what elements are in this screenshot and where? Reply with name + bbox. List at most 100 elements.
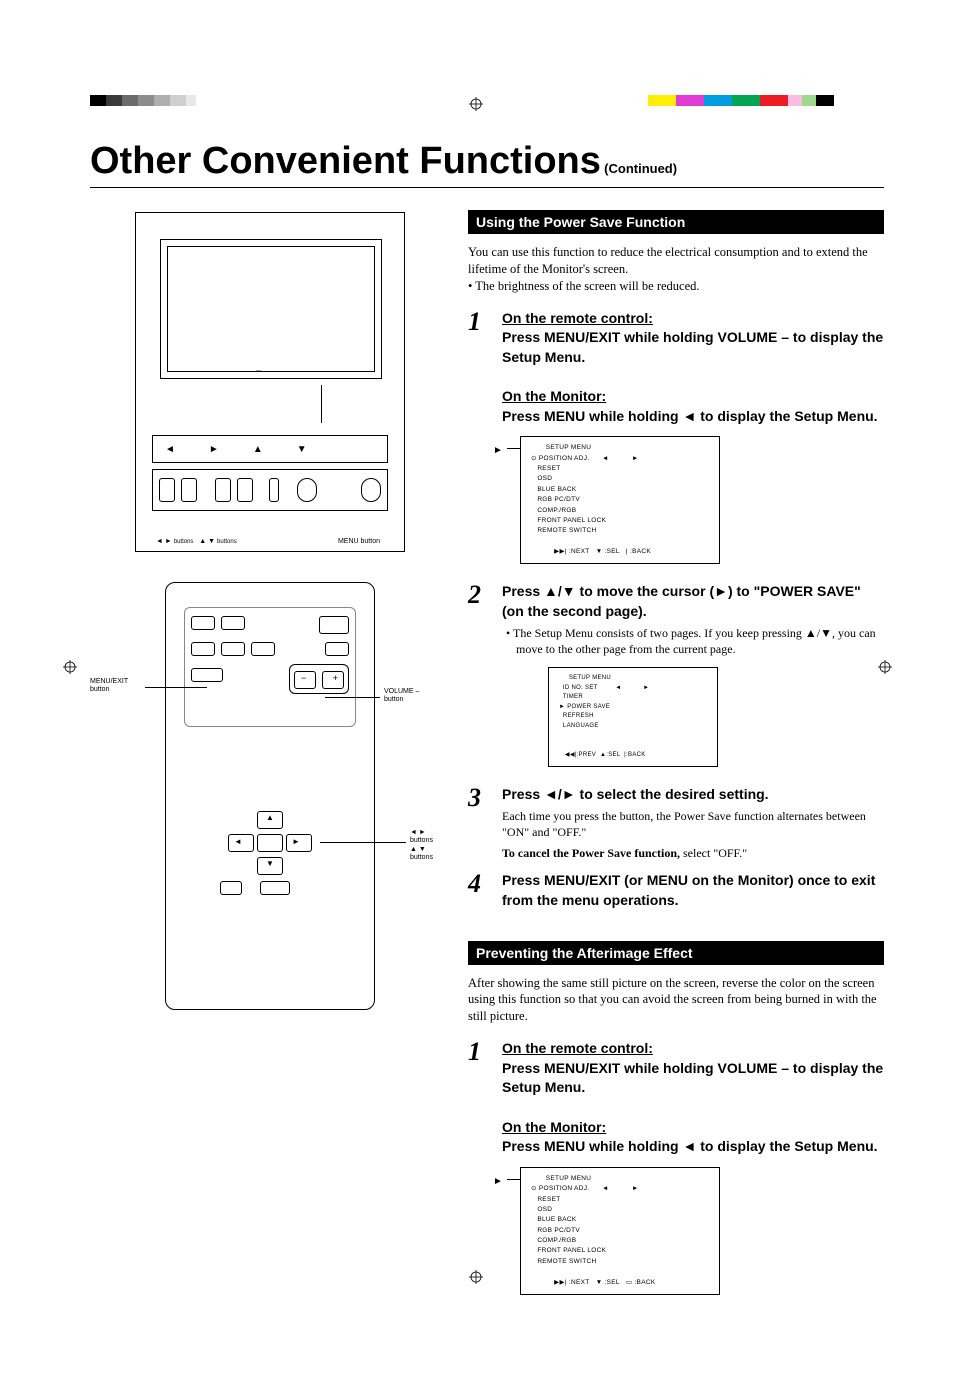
step-body: Press MENU/EXIT (or MENU on the Monitor)…	[502, 871, 884, 910]
registration-mark-icon	[878, 660, 892, 674]
osd-setup-menu-2: SETUP MENU ID NO. SET ◄ ► TIMER ► POWER …	[548, 667, 718, 767]
control-button	[215, 478, 231, 502]
remote-volume-rocker: − +	[289, 664, 349, 694]
volume-minus-label: VOLUME –button	[384, 688, 419, 705]
color-swatch	[154, 95, 170, 106]
control-button	[237, 478, 253, 502]
registration-mark-icon	[63, 660, 77, 674]
remote-button	[220, 881, 242, 895]
step-number: 1	[468, 309, 488, 427]
dpad-center	[257, 834, 283, 852]
control-button	[181, 478, 197, 502]
remote-button	[191, 642, 215, 656]
remote-button	[325, 642, 349, 656]
arrow-down-icon: ▼	[266, 859, 274, 868]
step-number: 3	[468, 785, 488, 861]
remote-button	[221, 642, 245, 656]
color-bar-right	[648, 95, 834, 106]
menu-exit-label: MENU/EXITbutton	[90, 678, 128, 695]
monitor-brand-label: —	[256, 368, 261, 374]
color-swatch	[106, 95, 122, 106]
monitor-label: On the Monitor:	[502, 388, 606, 404]
osd-text: SETUP MENU ID NO. SET ◄ ► TIMER ► POWER …	[559, 675, 649, 758]
step-number: 1	[468, 1039, 488, 1157]
step-body: On the remote control: Press MENU/EXIT w…	[502, 309, 884, 427]
color-swatch	[732, 95, 760, 106]
cancel-note: To cancel the Power Save function, selec…	[502, 846, 884, 861]
color-swatch	[90, 95, 106, 106]
osd-text: SETUP MENU ⊙ POSITION ADJ. ◄ ► RESET OSD…	[531, 444, 651, 555]
remote-figure: − + ▲ ▼ ◄	[165, 582, 375, 1010]
arrow-right-icon: ►	[493, 443, 503, 459]
color-swatch	[760, 95, 788, 106]
figure-caption-menu: MENU button	[338, 538, 380, 545]
remote-dpad: ▲ ▼ ◄ ►	[220, 793, 320, 893]
arrow-right-icon: ►	[493, 1174, 503, 1190]
page-root: Other Convenient Functions (Continued) —…	[0, 0, 954, 1373]
monitor-instruction: Press MENU while holding ◄ to display th…	[502, 1138, 878, 1154]
remote-instruction: Press MENU/EXIT while holding VOLUME – t…	[502, 1060, 883, 1096]
arrow-right-icon: ►	[292, 837, 300, 846]
step-body: Press ▲/▼ to move the cursor (►) to "POW…	[502, 582, 884, 657]
section-header-power-save: Using the Power Save Function	[468, 210, 884, 234]
step-head: On the remote control: Press MENU/EXIT w…	[502, 1039, 884, 1157]
color-swatch	[196, 95, 206, 106]
two-column-layout: — ◄ ► ▲ ▼	[90, 210, 884, 1313]
step-body: On the remote control: Press MENU/EXIT w…	[502, 1039, 884, 1157]
leader-line	[320, 842, 406, 843]
remote-button	[319, 616, 349, 634]
step-note: Each time you press the button, the Powe…	[502, 808, 884, 840]
step-2: 2 Press ▲/▼ to move the cursor (►) to "P…	[468, 582, 884, 657]
arrow-buttons-label: ◄ ► buttons▲ ▼ buttons	[410, 829, 450, 863]
control-button	[297, 478, 317, 502]
remote-button	[221, 616, 245, 630]
osd-setup-menu-1: ► SETUP MENU ⊙ POSITION ADJ. ◄ ► RESET O…	[520, 436, 720, 564]
remote-button	[191, 616, 215, 630]
step-number: 4	[468, 871, 488, 910]
color-swatch	[138, 95, 154, 106]
remote-button	[260, 881, 290, 895]
plus-icon: +	[333, 673, 338, 683]
control-button	[159, 478, 175, 502]
note-bullet: • The Setup Menu consists of two pages. …	[506, 625, 884, 657]
color-swatch	[170, 95, 186, 106]
color-swatch	[802, 95, 816, 106]
control-button	[361, 478, 381, 502]
remote-instruction: Press MENU/EXIT while holding VOLUME – t…	[502, 329, 883, 365]
step-4: 4 Press MENU/EXIT (or MENU on the Monito…	[468, 871, 884, 910]
afterimage-intro: After showing the same still picture on …	[468, 975, 884, 1026]
remote-control-label: On the remote control:	[502, 310, 653, 326]
intro-line: • The brightness of the screen will be r…	[468, 279, 700, 293]
sec2-step-1: 1 On the remote control: Press MENU/EXIT…	[468, 1039, 884, 1157]
arrow-right-icon: ►	[209, 444, 219, 455]
cancel-bold: To cancel the Power Save function,	[502, 846, 680, 860]
remote-button	[251, 642, 275, 656]
monitor-screen: —	[160, 239, 382, 379]
color-swatch	[186, 95, 196, 106]
leader-line	[325, 697, 380, 698]
remote-control-label: On the remote control:	[502, 1040, 653, 1056]
page-title-continued: (Continued)	[604, 161, 677, 176]
figure-caption-arrows: ◄ ► buttons ▲ ▼ buttons	[156, 538, 237, 545]
page-title: Other Convenient Functions	[90, 140, 601, 182]
column-right: Using the Power Save Function You can us…	[468, 210, 884, 1313]
step-head: Press ◄/► to select the desired setting.	[502, 785, 884, 805]
cancel-tail: select "OFF."	[683, 846, 747, 860]
color-swatch	[676, 95, 704, 106]
step-note: • The Setup Menu consists of two pages. …	[502, 625, 884, 657]
arrow-left-icon: ◄	[234, 837, 242, 846]
arrow-down-icon: ▼	[297, 444, 307, 455]
remote-wrapper: − + ▲ ▼ ◄	[90, 582, 450, 1010]
color-swatch	[648, 95, 676, 106]
page-title-block: Other Convenient Functions (Continued)	[90, 140, 884, 188]
arrow-strip: ◄ ► ▲ ▼	[152, 435, 388, 463]
leader-line	[145, 687, 207, 688]
step-body: Press ◄/► to select the desired setting.…	[502, 785, 884, 861]
arrow-up-icon: ▲	[253, 444, 263, 455]
registration-mark-icon	[469, 97, 483, 111]
minus-icon: −	[301, 673, 306, 683]
monitor-figure: — ◄ ► ▲ ▼	[135, 212, 405, 552]
control-buttons-row	[152, 469, 388, 511]
color-swatch	[816, 95, 834, 106]
step-head: Press ▲/▼ to move the cursor (►) to "POW…	[502, 582, 884, 621]
